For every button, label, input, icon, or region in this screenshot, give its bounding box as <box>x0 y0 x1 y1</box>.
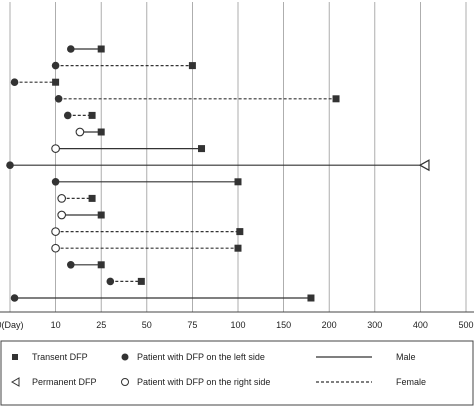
right-side-start-marker <box>57 210 67 220</box>
right-side-start-marker <box>57 194 67 203</box>
transient-end-marker <box>97 211 105 219</box>
transient-end-marker <box>188 62 196 70</box>
patient-lines <box>6 45 430 302</box>
x-tick-label: 400 <box>413 320 428 330</box>
left-side-start-marker <box>6 161 14 169</box>
transient-dfp-legend-icon <box>12 354 18 360</box>
left-side-start-marker <box>63 111 72 120</box>
transient-end-marker <box>97 128 105 136</box>
left-side-start-marker <box>106 277 115 286</box>
patient-row <box>63 111 96 120</box>
left-side-start-marker <box>67 45 75 53</box>
x-tick-label: 500 <box>458 320 473 330</box>
transient-end-marker <box>236 228 244 236</box>
legend-permanent-label: Permanent DFP <box>32 377 97 387</box>
patient-row <box>57 194 96 203</box>
left-side-start-marker <box>10 78 19 86</box>
right-side-start-marker <box>51 243 60 253</box>
transient-end-marker <box>52 78 60 86</box>
legend-right-side-label: Patient with DFP on the right side <box>137 377 270 387</box>
x-tick-label: 300 <box>367 320 382 330</box>
x-tick-label: 200 <box>322 320 337 330</box>
right-side-start-marker <box>51 144 60 153</box>
patient-row <box>75 127 105 137</box>
patient-row <box>6 159 430 172</box>
legend-transient-label: Transent DFP <box>32 352 88 362</box>
left-side-start-marker <box>51 178 60 186</box>
patient-row <box>54 95 340 103</box>
x-tick-label: 50 <box>142 320 152 330</box>
legend: Transent DFP Permanent DFP Patient with … <box>0 340 474 406</box>
legend-left-side-label: Patient with DFP on the left side <box>137 352 265 362</box>
left-side-legend-icon <box>121 353 129 361</box>
left-side-start-marker <box>10 294 19 302</box>
x-tick-label: 100 <box>230 320 245 330</box>
patient-row <box>67 45 105 53</box>
transient-end-marker <box>307 294 315 302</box>
x-tick-label: 150 <box>276 320 291 330</box>
transient-end-marker <box>234 178 242 186</box>
transient-end-marker <box>97 261 105 269</box>
transient-end-marker <box>332 95 340 103</box>
x-tick-label: 10 <box>51 320 61 330</box>
patient-row <box>57 210 105 220</box>
patient-row <box>51 178 242 186</box>
transient-end-marker <box>137 277 145 285</box>
vertical-gridlines <box>9 2 467 312</box>
x-tick-label: 75 <box>187 320 197 330</box>
transient-end-marker <box>198 145 206 153</box>
permanent-end-marker <box>418 159 430 172</box>
left-side-start-marker <box>51 61 60 70</box>
patient-row <box>10 294 315 302</box>
right-side-start-marker <box>75 127 85 137</box>
transient-end-marker <box>88 111 96 119</box>
transient-end-marker <box>234 244 242 252</box>
left-side-start-marker <box>54 95 63 103</box>
right-side-start-marker <box>51 227 60 236</box>
transient-end-marker <box>97 45 105 53</box>
patient-row <box>51 243 242 253</box>
patient-row <box>51 61 196 70</box>
legend-frame <box>0 340 474 406</box>
x-tick-label: 25 <box>96 320 106 330</box>
patient-row <box>106 277 145 286</box>
patient-row <box>10 78 60 86</box>
transient-end-marker <box>88 194 96 202</box>
legend-female-label: Female <box>396 377 426 387</box>
patient-row <box>51 227 244 236</box>
permanent-dfp-legend-icon <box>10 377 20 387</box>
left-side-start-marker <box>67 261 75 269</box>
legend-male-label: Male <box>396 352 416 362</box>
patient-row <box>67 261 105 269</box>
patient-row <box>51 144 206 153</box>
x-tick-label: 0(Day) <box>0 320 24 330</box>
right-side-legend-icon <box>121 378 129 386</box>
x-axis: 0(Day) 10 25 50 75 100 150 200 300 400 500 <box>0 311 474 330</box>
